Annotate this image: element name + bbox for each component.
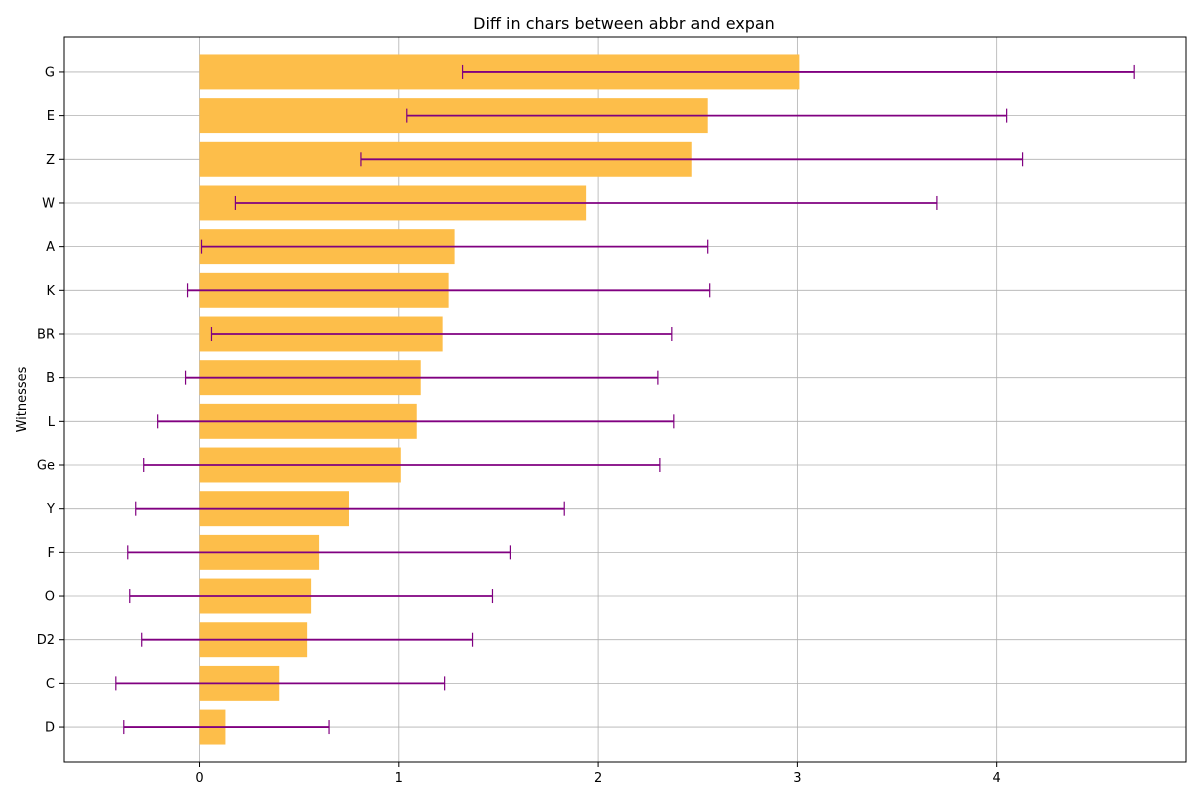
y-tick-label: K [46,284,55,299]
y-tick-label: D [45,721,55,736]
y-tick-label: Y [46,502,55,517]
y-tick-label: G [45,65,55,80]
y-tick-label: O [45,590,55,605]
y-tick-label: B [46,371,55,386]
y-axis-label: Witnesses [15,366,30,432]
y-tick-label: Z [46,153,55,168]
y-tick-label: E [47,109,55,124]
y-tick-label: D2 [37,633,55,648]
error-bar-layer [115,64,1135,735]
y-tick-label: A [46,240,55,255]
y-tick-label: BR [37,327,55,342]
y-tick-label: L [48,415,56,430]
x-tick-label: 3 [793,771,801,786]
y-tick-label: W [42,196,55,211]
x-tick-label: 4 [993,771,1001,786]
plot-frame [63,36,1187,763]
y-axis-ticks: D C D2 O F Y Ge L B BR K A W Z E G [37,65,64,736]
chart-title: Diff in chars between abbr and expan [473,14,775,33]
x-tick-label: 2 [594,771,602,786]
y-tick-label: F [48,546,55,561]
y-tick-label: C [46,677,55,692]
x-axis-ticks: 0 1 2 3 4 [195,762,1001,786]
y-tick-label: Ge [37,459,55,474]
bar-layer [199,54,800,745]
x-tick-label: 0 [195,771,203,786]
x-tick-label: 1 [395,771,403,786]
